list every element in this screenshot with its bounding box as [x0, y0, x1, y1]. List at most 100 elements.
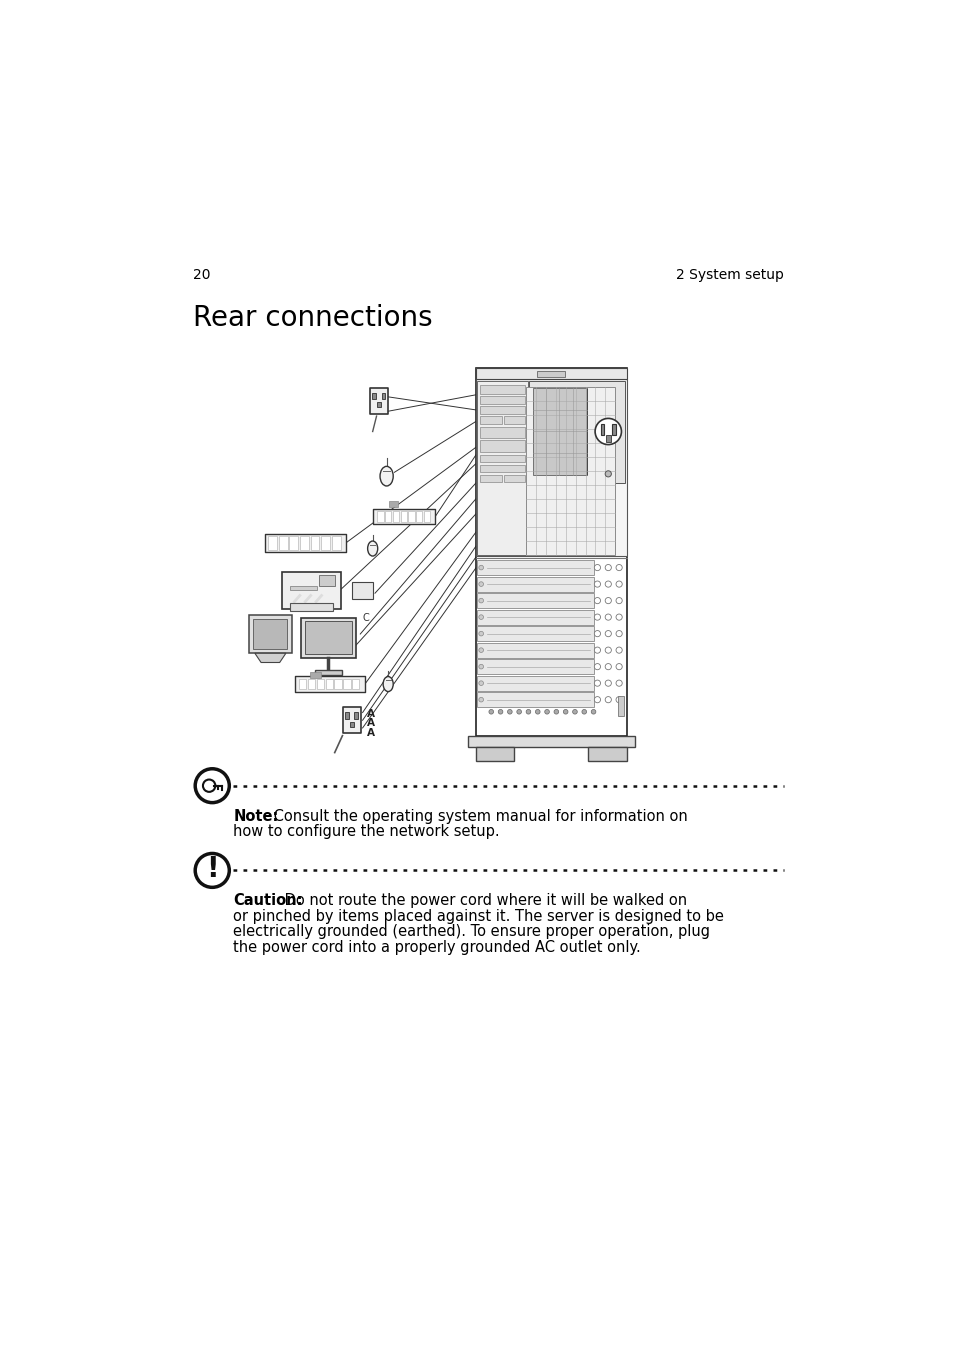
Circle shape [595, 418, 620, 444]
Circle shape [604, 647, 611, 653]
Bar [476, 676, 593, 691]
Bar [253, 620, 287, 648]
Circle shape [604, 697, 611, 703]
Bar [319, 575, 335, 586]
Circle shape [478, 614, 483, 620]
Text: Caution:: Caution: [233, 894, 302, 909]
Bar [476, 626, 593, 641]
Bar [480, 427, 524, 437]
Circle shape [594, 580, 599, 587]
Bar [308, 679, 314, 690]
Circle shape [604, 564, 611, 571]
Bar [301, 617, 355, 659]
Bar [476, 593, 593, 608]
Circle shape [616, 614, 621, 620]
Bar [480, 440, 524, 452]
Ellipse shape [367, 541, 377, 556]
Circle shape [478, 680, 483, 686]
Circle shape [195, 853, 229, 887]
Bar [476, 643, 593, 657]
Circle shape [517, 710, 521, 714]
Bar [290, 603, 333, 612]
Bar [503, 475, 525, 482]
Circle shape [544, 710, 549, 714]
Bar [480, 464, 524, 472]
Bar [476, 379, 626, 556]
Circle shape [478, 582, 483, 586]
Bar [310, 672, 320, 678]
Bar [476, 381, 527, 555]
Bar [476, 610, 593, 625]
Bar [480, 406, 524, 414]
Bar [529, 381, 624, 483]
Bar [423, 510, 430, 521]
Bar [264, 533, 346, 552]
Circle shape [594, 664, 599, 670]
Bar [310, 536, 319, 549]
Ellipse shape [379, 466, 393, 486]
Circle shape [535, 710, 539, 714]
Bar [377, 510, 383, 521]
Circle shape [497, 710, 502, 714]
Bar [369, 387, 388, 414]
Bar [468, 736, 634, 747]
Circle shape [604, 580, 611, 587]
Bar [373, 509, 435, 524]
Bar [321, 536, 330, 549]
Text: the power cord into a properly grounded AC outlet only.: the power cord into a properly grounded … [233, 940, 640, 954]
Bar [305, 621, 352, 655]
Bar [332, 536, 340, 549]
Bar [345, 713, 349, 720]
Circle shape [616, 630, 621, 637]
Bar [617, 697, 623, 716]
Bar [299, 536, 309, 549]
Circle shape [616, 647, 621, 653]
Polygon shape [254, 653, 286, 663]
Bar [476, 560, 593, 575]
Circle shape [616, 664, 621, 670]
Circle shape [562, 710, 567, 714]
Bar [290, 586, 316, 590]
Circle shape [478, 566, 483, 570]
Text: Do not route the power cord where it will be walked on: Do not route the power cord where it wil… [279, 894, 686, 909]
Circle shape [616, 697, 621, 703]
Text: 2 System setup: 2 System setup [676, 269, 783, 282]
Circle shape [616, 598, 621, 603]
Bar [605, 435, 610, 441]
Bar [376, 402, 380, 408]
Bar [315, 670, 341, 675]
Text: 20: 20 [193, 269, 211, 282]
Bar [268, 536, 277, 549]
Bar [282, 572, 340, 609]
Circle shape [195, 768, 229, 803]
Circle shape [507, 710, 512, 714]
Bar [476, 659, 593, 674]
Bar [289, 536, 298, 549]
Circle shape [594, 598, 599, 603]
Circle shape [594, 630, 599, 637]
Circle shape [488, 710, 493, 714]
Text: Note:: Note: [233, 809, 278, 824]
Bar [342, 707, 360, 733]
Bar [416, 510, 422, 521]
Bar [343, 679, 351, 690]
Circle shape [616, 680, 621, 686]
Circle shape [594, 564, 599, 571]
Circle shape [478, 698, 483, 702]
Bar [278, 536, 288, 549]
Bar [389, 501, 397, 508]
Bar [503, 416, 525, 424]
Circle shape [525, 710, 530, 714]
Bar [316, 679, 324, 690]
Bar [372, 393, 375, 400]
Bar [476, 369, 626, 736]
Bar [525, 387, 615, 555]
Circle shape [478, 664, 483, 670]
Circle shape [478, 598, 483, 603]
Circle shape [554, 710, 558, 714]
Circle shape [591, 710, 596, 714]
Text: electrically grounded (earthed). To ensure proper operation, plug: electrically grounded (earthed). To ensu… [233, 925, 709, 940]
Bar [354, 713, 358, 720]
Circle shape [478, 632, 483, 636]
Bar [476, 369, 626, 379]
